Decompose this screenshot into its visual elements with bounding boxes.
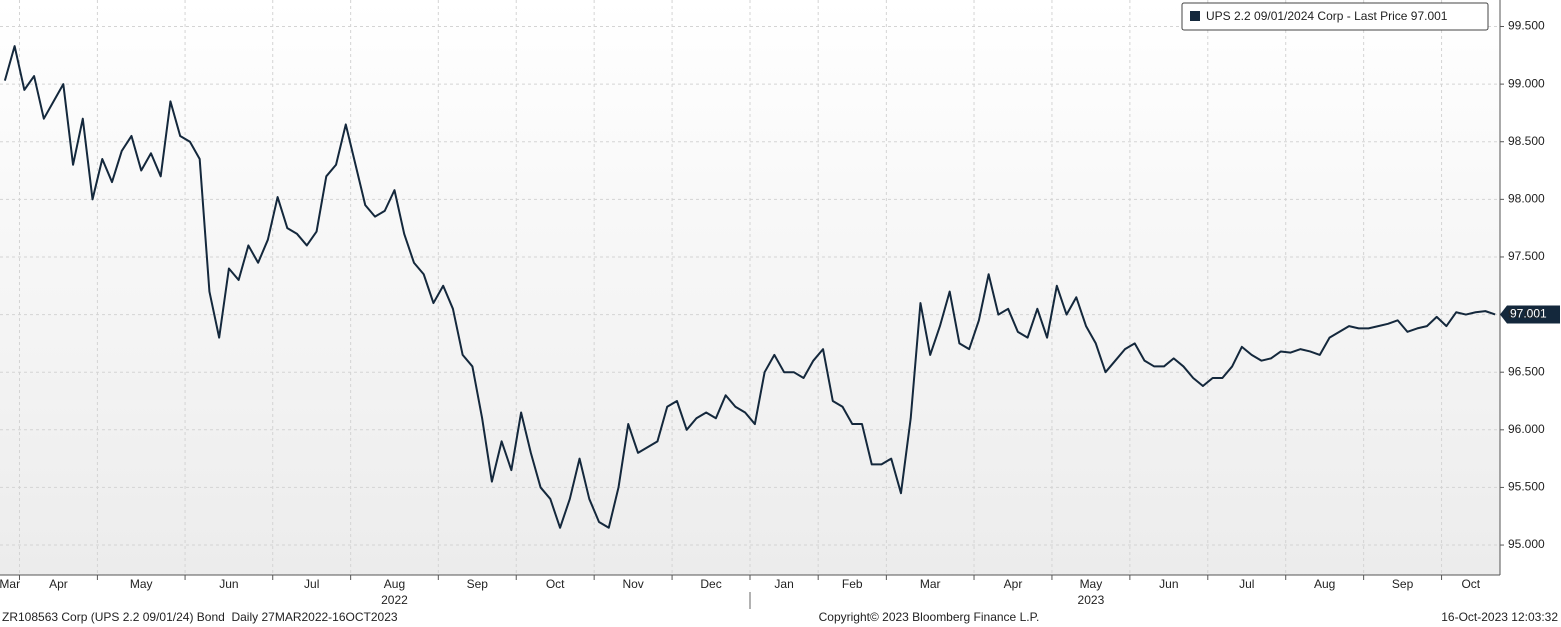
y-tick-label: 96.500 (1508, 364, 1545, 378)
x-tick-label: May (130, 577, 153, 591)
legend: UPS 2.2 09/01/2024 Corp - Last Price 97.… (1181, 2, 1489, 31)
y-tick-label: 96.000 (1508, 422, 1545, 436)
x-tick-label: Dec (700, 577, 721, 591)
x-tick-label: Aug (384, 577, 405, 591)
x-tick-label: Jun (1159, 577, 1178, 591)
x-tick-label: May (1080, 577, 1103, 591)
y-tick-label: 95.000 (1508, 537, 1545, 551)
x-tick-label: Apr (49, 577, 68, 591)
x-tick-label: Sep (1392, 577, 1414, 591)
x-tick-label: Jul (1239, 577, 1254, 591)
y-tick-label: 99.500 (1508, 19, 1545, 33)
year-label: 2022 (381, 593, 408, 607)
legend-swatch (1190, 11, 1200, 21)
legend-label: UPS 2.2 09/01/2024 Corp - Last Price 97.… (1206, 9, 1448, 23)
x-tick-label: Jan (774, 577, 793, 591)
legend-box (1181, 2, 1489, 31)
last-price-label: 97.001 (1510, 307, 1547, 321)
footer-right: 16-Oct-2023 12:03:32 (1441, 610, 1558, 624)
y-tick-label: 95.500 (1508, 480, 1545, 494)
x-tick-label: Aug (1314, 577, 1335, 591)
y-tick-label: 98.000 (1508, 192, 1545, 206)
x-tick-label: Mar (0, 577, 20, 591)
x-tick-label: Jul (304, 577, 319, 591)
footer-left: ZR108563 Corp (UPS 2.2 09/01/24) Bond Da… (2, 610, 398, 624)
footer-center: Copyright© 2023 Bloomberg Finance L.P. (819, 610, 1040, 624)
x-tick-label: Mar (920, 577, 941, 591)
x-tick-label: Sep (467, 577, 489, 591)
x-tick-label: Nov (622, 577, 643, 591)
last-price-tag (1500, 305, 1560, 324)
footer: ZR108563 Corp (UPS 2.2 09/01/24) Bond Da… (2, 610, 1558, 624)
x-tick-label: Oct (1461, 577, 1480, 591)
y-tick-label: 99.000 (1508, 76, 1545, 90)
x-tick-label: Apr (1004, 577, 1023, 591)
x-tick-label: Oct (546, 577, 565, 591)
year-label: 2023 (1078, 593, 1105, 607)
y-tick-label: 97.000 (1508, 307, 1545, 321)
plot-area (0, 0, 1500, 575)
x-tick-label: Jun (219, 577, 238, 591)
x-tick-label: Feb (842, 577, 863, 591)
y-tick-label: 97.500 (1508, 249, 1545, 263)
y-tick-label: 98.500 (1508, 134, 1545, 148)
price-line (3, 45, 1496, 529)
